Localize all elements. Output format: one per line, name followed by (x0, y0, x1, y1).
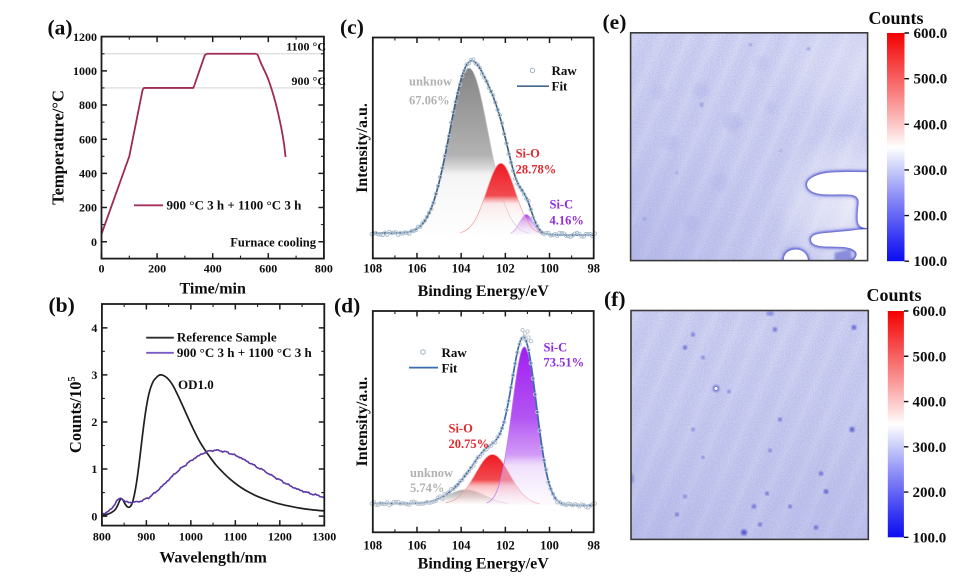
svg-text:500.0: 500.0 (914, 72, 948, 88)
svg-text:1000: 1000 (73, 64, 97, 78)
svg-text:Temperature/°C: Temperature/°C (49, 90, 68, 205)
svg-text:0: 0 (91, 509, 97, 523)
svg-text:200.0: 200.0 (914, 209, 948, 225)
svg-text:1200: 1200 (73, 30, 97, 44)
svg-text:800: 800 (79, 98, 97, 112)
svg-text:unknow: unknow (410, 466, 453, 480)
svg-text:Time/min: Time/min (180, 281, 246, 298)
svg-text:100.0: 100.0 (913, 530, 947, 546)
svg-text:600.0: 600.0 (914, 26, 948, 42)
svg-text:102: 102 (496, 539, 515, 553)
svg-text:Intensity/a.u.: Intensity/a.u. (354, 377, 371, 467)
svg-text:98: 98 (587, 539, 600, 553)
svg-text:Si-O: Si-O (449, 422, 474, 436)
svg-text:Raw: Raw (552, 63, 578, 78)
svg-text:98: 98 (587, 261, 600, 275)
svg-text:1100: 1100 (224, 529, 247, 543)
svg-text:900 °C 3 h + 1100 °C 3 h: 900 °C 3 h + 1100 °C 3 h (177, 345, 313, 360)
svg-text:unknow: unknow (409, 75, 452, 89)
svg-text:Counts: Counts (868, 8, 923, 28)
svg-text:600: 600 (79, 132, 97, 146)
svg-text:1000: 1000 (179, 529, 203, 543)
svg-text:102: 102 (496, 261, 515, 275)
svg-text:28.78%: 28.78% (516, 163, 557, 177)
svg-text:(a): (a) (48, 16, 73, 40)
svg-text:1100 °C: 1100 °C (286, 40, 326, 54)
svg-text:104: 104 (452, 261, 472, 275)
svg-text:Intensity/a.u.: Intensity/a.u. (354, 103, 371, 193)
svg-text:Si-C: Si-C (550, 198, 574, 212)
svg-text:Binding Energy/eV: Binding Energy/eV (418, 556, 550, 573)
svg-text:500.0: 500.0 (913, 349, 947, 365)
svg-text:Reference Sample: Reference Sample (177, 330, 277, 345)
svg-text:200.0: 200.0 (913, 485, 947, 501)
svg-text:600.0: 600.0 (913, 304, 947, 320)
svg-text:100: 100 (540, 261, 559, 275)
svg-text:(e): (e) (603, 10, 627, 34)
svg-text:900 °C 3 h + 1100 °C 3 h: 900 °C 3 h + 1100 °C 3 h (167, 197, 303, 212)
svg-text:73.51%: 73.51% (544, 356, 585, 370)
svg-text:400: 400 (79, 167, 97, 181)
svg-text:Furnace cooling: Furnace cooling (230, 236, 317, 250)
svg-text:0: 0 (91, 235, 97, 249)
svg-text:400: 400 (204, 262, 222, 276)
svg-text:800: 800 (315, 262, 333, 276)
svg-text:OD1.0: OD1.0 (178, 377, 214, 392)
svg-text:Counts/105: Counts/105 (66, 377, 85, 454)
svg-text:Wavelength/nm: Wavelength/nm (159, 550, 267, 567)
svg-text:1200: 1200 (268, 529, 292, 543)
svg-text:Fit: Fit (442, 360, 459, 375)
svg-text:4: 4 (91, 321, 97, 335)
svg-text:400.0: 400.0 (913, 395, 947, 411)
svg-text:800: 800 (93, 529, 111, 543)
svg-text:900 °C: 900 °C (292, 74, 326, 88)
svg-text:100: 100 (540, 539, 559, 553)
svg-text:Si-C: Si-C (544, 341, 568, 355)
svg-text:Raw: Raw (442, 345, 468, 360)
svg-text:200: 200 (79, 201, 97, 215)
svg-text:Si-O: Si-O (516, 147, 541, 161)
svg-text:20.75%: 20.75% (449, 437, 490, 451)
svg-text:(d): (d) (334, 294, 360, 318)
svg-text:Binding Energy/eV: Binding Energy/eV (418, 283, 550, 300)
svg-text:300.0: 300.0 (913, 440, 947, 456)
svg-text:2: 2 (91, 415, 97, 429)
svg-text:200: 200 (148, 262, 166, 276)
svg-text:600: 600 (259, 262, 277, 276)
svg-text:108: 108 (363, 539, 382, 553)
svg-text:5.74%: 5.74% (410, 481, 444, 495)
svg-text:100.0: 100.0 (914, 254, 948, 270)
svg-text:300.0: 300.0 (914, 163, 948, 179)
svg-text:900: 900 (137, 529, 155, 543)
svg-text:(b): (b) (49, 293, 75, 317)
svg-text:1300: 1300 (312, 529, 336, 543)
svg-text:4.16%: 4.16% (550, 214, 584, 228)
svg-text:0: 0 (99, 262, 105, 276)
svg-text:400.0: 400.0 (914, 117, 948, 133)
svg-text:104: 104 (452, 539, 472, 553)
svg-text:108: 108 (363, 261, 382, 275)
svg-text:Fit: Fit (552, 79, 569, 94)
svg-text:106: 106 (408, 261, 427, 275)
svg-text:(c): (c) (340, 15, 364, 39)
svg-text:106: 106 (408, 539, 427, 553)
svg-text:3: 3 (91, 368, 97, 382)
svg-text:(f): (f) (604, 287, 625, 311)
svg-text:1: 1 (91, 462, 97, 476)
svg-text:Counts: Counts (866, 285, 921, 305)
svg-text:67.06%: 67.06% (409, 94, 450, 108)
